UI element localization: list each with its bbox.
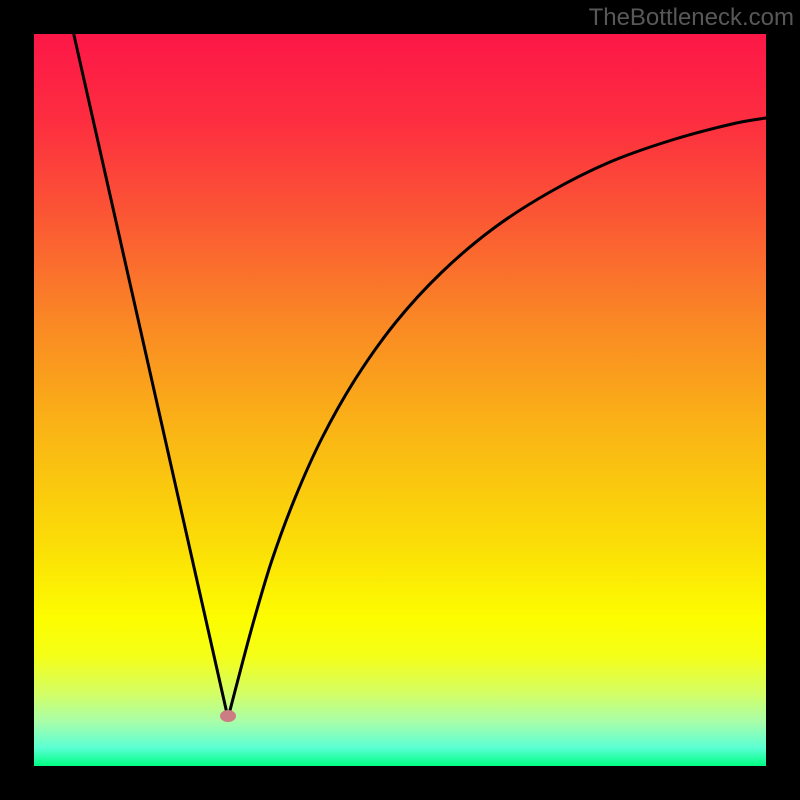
chart-plot-area [34, 34, 766, 766]
chart-svg [34, 34, 766, 766]
minimum-marker [220, 710, 236, 722]
curve-right-branch [228, 118, 766, 718]
chart-root: TheBottleneck.com [0, 0, 800, 800]
watermark-text: TheBottleneck.com [589, 4, 794, 32]
curve-left-branch [62, 34, 228, 718]
